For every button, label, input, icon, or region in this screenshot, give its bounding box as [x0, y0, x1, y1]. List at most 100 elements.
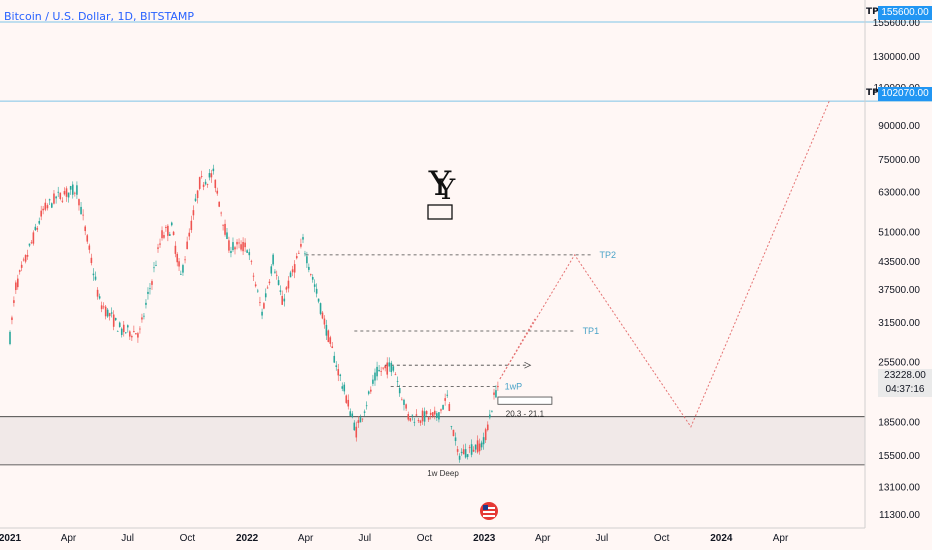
candle-body — [365, 405, 368, 407]
candle-body — [427, 417, 430, 420]
candle-body — [9, 331, 11, 345]
candle-body — [476, 440, 479, 453]
candle-body — [392, 366, 395, 371]
candle-body — [118, 322, 121, 327]
candle-body — [242, 241, 244, 252]
candle-body — [112, 314, 115, 327]
candle-body — [484, 429, 487, 441]
candle-body — [122, 324, 125, 333]
candle-body — [353, 422, 356, 431]
candle-body — [337, 369, 340, 376]
current-price-tag[interactable]: 23228.00 — [878, 369, 932, 383]
candle-body — [210, 173, 213, 178]
candle-body — [335, 365, 338, 367]
candle-body — [464, 449, 467, 458]
candle-body — [157, 247, 159, 249]
candle-body — [67, 192, 70, 198]
candle-body — [208, 173, 211, 178]
x-tick-label: Apr — [298, 533, 314, 544]
candle-body — [359, 417, 362, 423]
y-tick-label: 11300.00 — [879, 510, 920, 521]
candle-body — [425, 411, 428, 415]
candle-body — [141, 317, 143, 320]
candle-body — [120, 328, 123, 335]
candle-body — [116, 330, 119, 332]
candle-body — [259, 302, 261, 303]
y-tick-label: 13100.00 — [878, 482, 920, 493]
candle-body — [26, 254, 29, 257]
projection-line — [499, 101, 830, 428]
candle-body — [345, 395, 348, 403]
tp-levels: TP2 TP1 1wP 20.3 - 21.1 — [305, 250, 616, 418]
candle-body — [212, 168, 215, 172]
candle-body — [306, 256, 308, 264]
candle-body — [289, 272, 292, 278]
candle-body — [42, 208, 44, 211]
support-zone-fill — [0, 416, 865, 465]
candle-body — [204, 181, 207, 185]
candle-body — [456, 449, 459, 452]
candle-body — [104, 306, 107, 317]
candle-body — [80, 206, 82, 215]
candle-body — [180, 273, 182, 275]
candle-body — [315, 288, 318, 294]
candle-body — [277, 280, 280, 285]
candle-body — [167, 225, 169, 236]
candle-body — [287, 280, 290, 289]
candle-body — [261, 311, 263, 316]
range-box — [497, 396, 553, 405]
candle-body — [433, 410, 436, 415]
candle-body — [155, 265, 157, 266]
svg-text:Y: Y — [436, 173, 456, 206]
candle-body — [370, 389, 372, 392]
candle-body — [55, 196, 57, 199]
candle-body — [266, 287, 269, 289]
candle-body — [363, 411, 366, 413]
candle-body — [178, 261, 180, 267]
y-tick-label: 25500.00 — [878, 357, 920, 368]
candle-body — [372, 379, 374, 384]
candle-body — [460, 451, 463, 453]
x-axis[interactable]: 2021 Apr Jul Oct 2022 Apr Jul Oct 2023 Apr Jul Oct 2… — [0, 527, 865, 544]
tp-price-tag-lower[interactable]: 102070.00 — [878, 87, 932, 101]
candle-body — [78, 199, 80, 206]
x-tick-label: 2023 — [473, 533, 496, 544]
candle-body — [293, 264, 296, 273]
tp-price-tag-upper[interactable]: 155600.00 — [878, 6, 932, 20]
candle-body — [124, 332, 127, 334]
candle-body — [298, 252, 300, 254]
candle-body — [323, 318, 326, 325]
candle-body — [357, 420, 360, 424]
candle-body — [388, 362, 391, 367]
candle-body — [382, 367, 384, 369]
candle-body — [38, 220, 41, 224]
level-arrow — [524, 361, 532, 369]
candle-body — [69, 186, 72, 190]
candle-body — [71, 184, 74, 195]
x-tick-label: Jul — [121, 533, 134, 544]
candle-body — [300, 243, 302, 247]
candle-body — [343, 384, 346, 392]
candle-body — [448, 404, 451, 411]
y-tick-label: 75000.00 — [878, 155, 920, 166]
candle-body — [230, 251, 232, 253]
candle-body — [244, 242, 246, 248]
candle-body — [452, 429, 455, 437]
candle-body — [236, 241, 238, 245]
candle-body — [254, 284, 257, 287]
candle-body — [308, 266, 310, 270]
candle-body — [257, 290, 259, 292]
candle-body — [274, 271, 276, 273]
candle-body — [32, 232, 35, 244]
candle-body — [206, 184, 209, 185]
candle-body — [46, 205, 49, 209]
candle-body — [20, 264, 23, 268]
candle-body — [218, 201, 220, 207]
candle-body — [149, 288, 151, 290]
y-axis[interactable]: 155600.00130000.00110000.0090000.0075000… — [864, 0, 920, 528]
x-tick-label: Jul — [595, 533, 608, 544]
x-tick-label: Oct — [654, 533, 670, 544]
candle-body — [22, 259, 25, 261]
